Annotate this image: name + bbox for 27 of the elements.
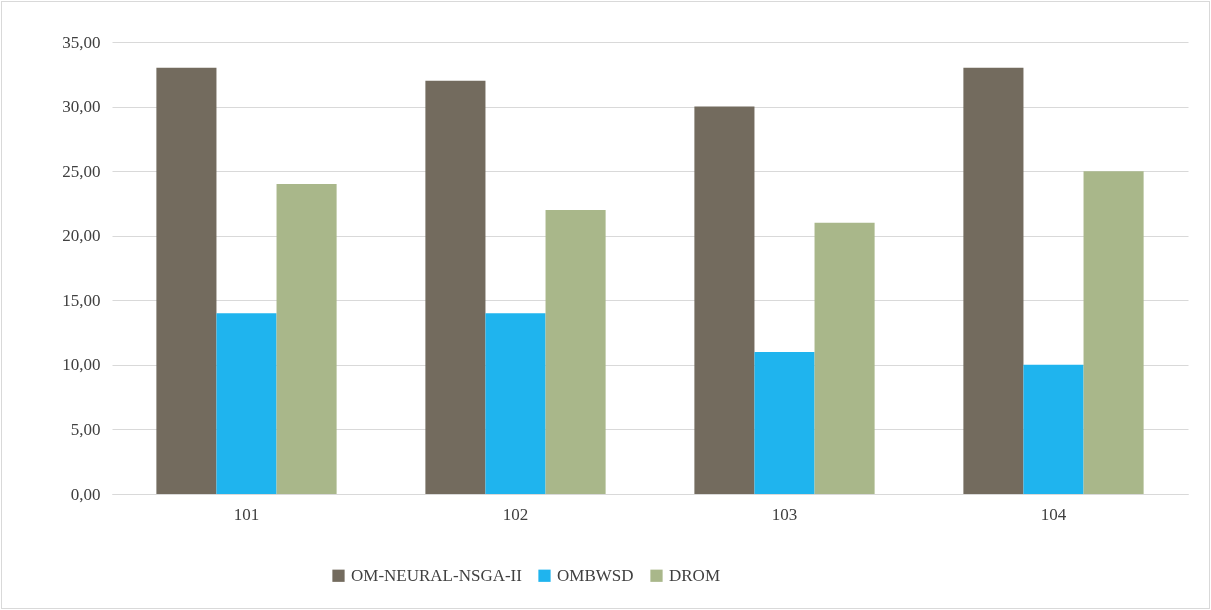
bar	[485, 313, 546, 494]
bar	[216, 313, 277, 494]
bar	[156, 67, 217, 494]
y-tick-label: 15,00	[62, 290, 101, 310]
y-tick-label: 35,00	[62, 32, 101, 52]
y-tick-label: 30,00	[62, 97, 101, 117]
x-tick-label: 104	[1040, 504, 1067, 524]
legend-label: DROM	[669, 565, 721, 585]
bar	[1083, 171, 1144, 494]
bar	[545, 209, 606, 494]
x-tick-label: 101	[233, 504, 260, 524]
bar	[425, 80, 486, 494]
bar	[694, 106, 755, 494]
legend-label: OMBWSD	[557, 565, 634, 585]
bar	[754, 351, 815, 494]
legend-label: OM-NEURAL-NSGA-II	[351, 565, 523, 585]
x-tick-label: 102	[502, 504, 529, 524]
bar	[963, 67, 1024, 494]
y-tick-label: 5,00	[70, 419, 101, 439]
y-tick-label: 20,00	[62, 226, 101, 246]
y-tick-label: 10,00	[62, 355, 101, 375]
bar	[814, 222, 875, 494]
bar	[276, 184, 337, 494]
bar	[1023, 364, 1084, 494]
x-tick-label: 103	[771, 504, 798, 524]
y-tick-label: 25,00	[62, 161, 101, 181]
y-tick-label: 0,00	[70, 484, 101, 504]
